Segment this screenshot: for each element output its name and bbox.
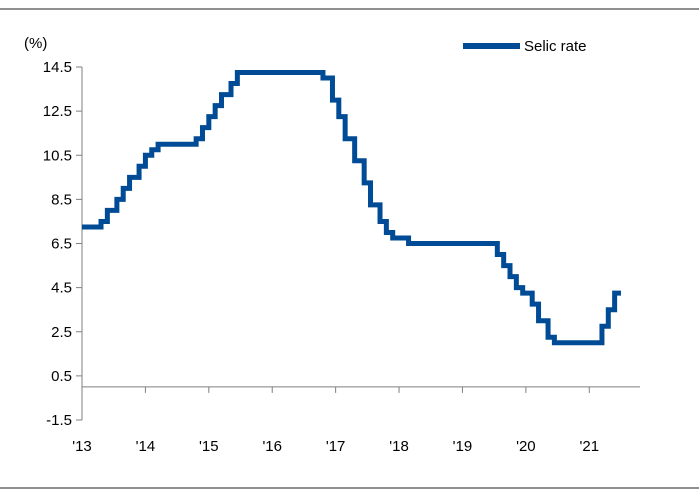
y-axis-unit-label: (%): [24, 35, 47, 52]
series-group: [82, 70, 621, 346]
x-tick-label: '13: [72, 438, 92, 455]
y-tick-label: 14.5: [43, 59, 72, 76]
legend-label-selic-rate: Selic rate: [524, 38, 587, 55]
x-tick-label: '14: [136, 438, 156, 455]
x-axis: '13 '14 '15 '16 '17 '18 '19 '20 '21: [72, 386, 640, 455]
y-tick-label: -1.5: [46, 412, 72, 429]
top-border: [0, 8, 699, 10]
y-tick-label: 12.5: [43, 103, 72, 120]
y-tick-label: 10.5: [43, 147, 72, 164]
legend: Selic rate: [463, 38, 587, 55]
x-tick-label: '15: [199, 438, 219, 455]
y-tick-label: 8.5: [51, 191, 72, 208]
x-tick-label: '20: [516, 438, 536, 455]
y-tick-label: 0.5: [51, 368, 72, 385]
y-tick-label: 4.5: [51, 280, 72, 297]
y-tick-label: 2.5: [51, 324, 72, 341]
x-tick-label: '18: [389, 438, 409, 455]
x-tick-label: '17: [326, 438, 346, 455]
series-line-selic-rate: [82, 70, 621, 346]
x-tick-label: '16: [262, 438, 282, 455]
x-tick-label: '21: [579, 438, 599, 455]
y-axis: -1.5 0.5 2.5 4.5 6.5 8.5 10.5 12.5 14.5: [43, 59, 83, 429]
x-tick-label: '19: [453, 438, 473, 455]
bottom-border: [0, 487, 699, 489]
y-tick-label: 6.5: [51, 236, 72, 253]
